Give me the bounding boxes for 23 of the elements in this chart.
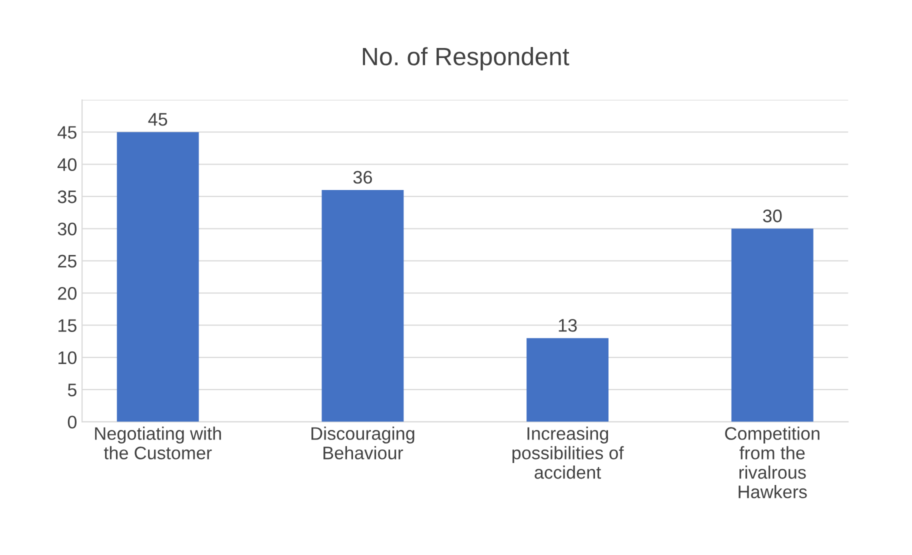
data-label: 30 — [763, 210, 782, 222]
y-tick-label: 25 — [58, 254, 76, 268]
y-tick-label: 45 — [58, 126, 76, 139]
bar — [731, 228, 814, 422]
chart-title: No. of Respondent — [362, 47, 570, 70]
bar — [116, 132, 199, 422]
y-tick-label: 10 — [58, 351, 77, 364]
y-tick-label: 15 — [58, 319, 76, 332]
bar — [526, 338, 609, 422]
y-tick-label: 40 — [58, 158, 77, 171]
x-tick-label: Negotiating with the Customer — [95, 426, 221, 460]
x-tick-label: Competition from the rivalrous Hawkers — [725, 426, 820, 498]
y-tick-label: 20 — [58, 286, 77, 300]
y-tick-label: 30 — [58, 222, 77, 236]
y-tick-label: 0 — [68, 416, 77, 429]
data-label: 45 — [148, 113, 168, 126]
x-tick-label: Discouraging Behaviour — [311, 426, 414, 460]
data-label: 13 — [558, 318, 577, 332]
y-tick-label: 5 — [68, 384, 76, 396]
y-tick-label: 35 — [58, 190, 76, 204]
bar — [322, 190, 404, 422]
x-tick-label: Increasing possibilities of accident — [512, 426, 624, 479]
data-label: 36 — [353, 170, 372, 184]
